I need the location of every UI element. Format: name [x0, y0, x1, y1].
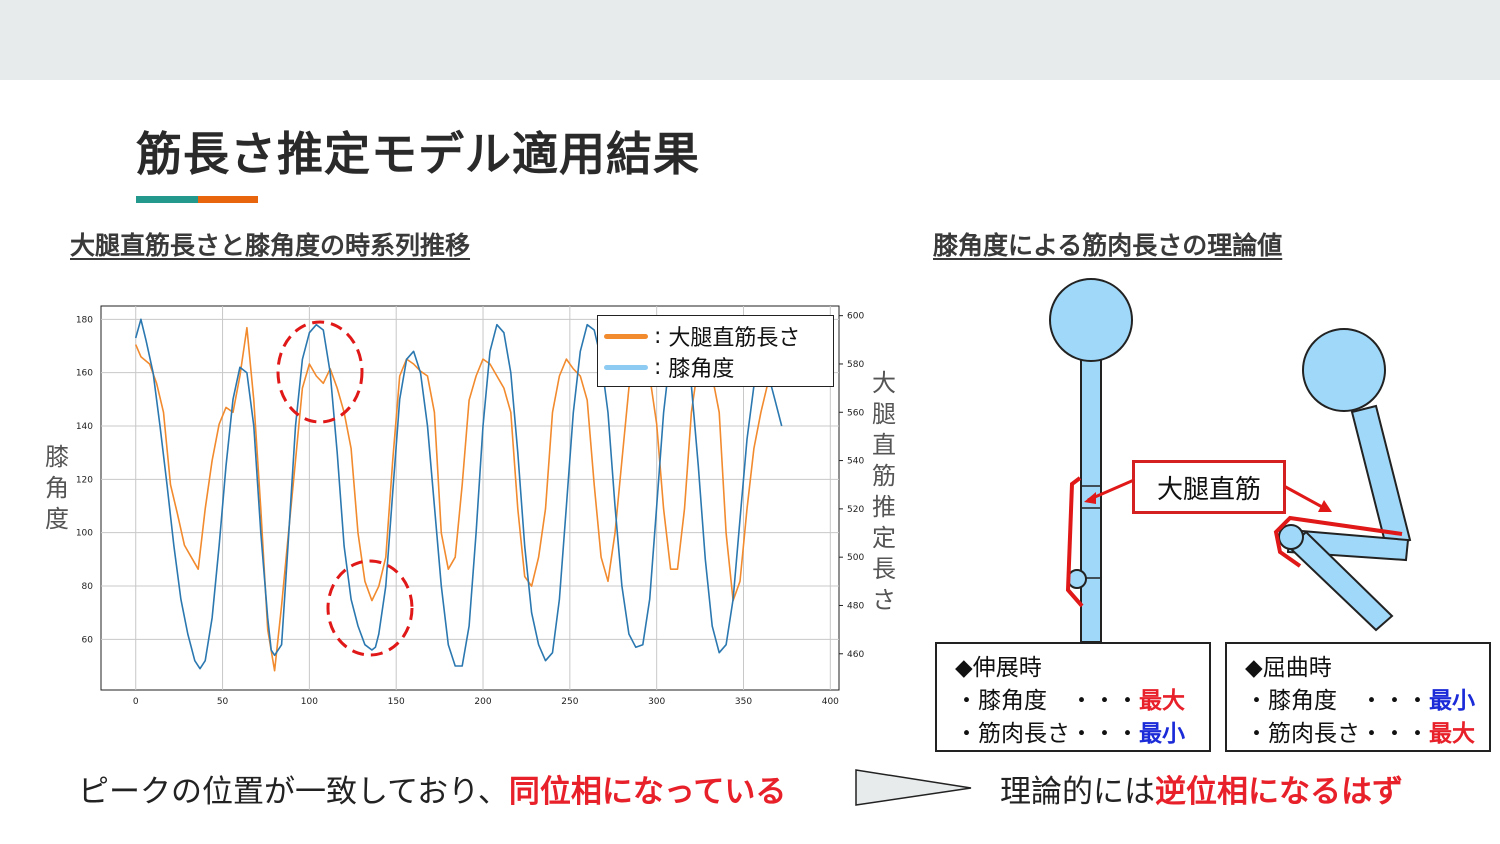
arrow-shape: [855, 769, 972, 806]
flexion-muscle-value: 最大: [1429, 721, 1475, 747]
extension-muscle-label: ・筋肉長さ・・・: [955, 721, 1139, 747]
x-tick-label: 200: [474, 697, 491, 707]
right-axis-label-text: 大腿直筋推定長さ: [872, 369, 896, 614]
y2-tick-label: 480: [847, 601, 864, 611]
right-axis-label: 大腿直筋推定長さ: [869, 368, 899, 616]
standing-muscle-line: [1065, 476, 1084, 608]
legend-label-muscle-length: 大腿直筋長さ: [668, 326, 801, 351]
sitting-torso: [1350, 404, 1412, 548]
flexion-info-box: ◆屈曲時 ・膝角度 ・・・最小 ・筋肉長さ・・・最大: [1225, 642, 1491, 752]
x-tick-label: 350: [735, 697, 752, 707]
extension-knee-value: 最大: [1139, 688, 1185, 714]
extension-row-knee: ・膝角度 ・・・最大: [955, 685, 1209, 718]
standing-head: [1049, 278, 1133, 362]
x-tick-label: 250: [561, 697, 578, 707]
rectus-femoris-label: 大腿直筋: [1132, 460, 1286, 514]
diagram-subtitle: 膝角度による筋肉長さの理論値: [933, 231, 1283, 260]
left-axis-label: 膝角度: [42, 442, 72, 535]
x-tick-label: 300: [648, 697, 665, 707]
sitting-thigh: [1286, 528, 1410, 562]
y2-tick-label: 600: [847, 312, 864, 322]
y-tick-label: 180: [76, 315, 93, 325]
conclusion-arrow: [855, 769, 972, 806]
y-tick-label: 100: [76, 529, 93, 539]
y2-tick-label: 520: [847, 505, 864, 515]
y2-tick-label: 460: [847, 650, 864, 660]
y2-tick-label: 580: [847, 360, 864, 370]
legend-swatch-orange: [604, 333, 648, 339]
legend-item-muscle-length: : 大腿直筋長さ: [604, 321, 800, 351]
x-tick-label: 100: [301, 697, 318, 707]
chart-subtitle: 大腿直筋長さと膝角度の時系列推移: [70, 231, 471, 260]
flexion-row-muscle: ・筋肉長さ・・・最大: [1245, 718, 1489, 751]
standing-kneecap: [1067, 569, 1087, 589]
sitting-head: [1302, 328, 1386, 412]
theory-plain: 理論的には: [1000, 774, 1155, 810]
label-pointer-right: [1281, 483, 1325, 510]
y-tick-label: 160: [76, 369, 93, 379]
legend-item-knee-angle: : 膝角度: [604, 352, 734, 382]
x-tick-label: 400: [822, 697, 839, 707]
y-tick-label: 140: [76, 422, 93, 432]
theory-highlight: 逆位相になるはず: [1155, 774, 1403, 810]
flexion-knee-value: 最小: [1429, 688, 1475, 714]
flexion-heading: ◆屈曲時: [1245, 655, 1332, 681]
extension-info-box: ◆伸展時 ・膝角度 ・・・最大 ・筋肉長さ・・・最小: [935, 642, 1211, 752]
observation-text: ピークの位置が一致しており、同位相になっている: [78, 766, 786, 811]
y2-tick-label: 540: [847, 457, 864, 467]
y-tick-label: 60: [82, 635, 94, 645]
label-pointer-right-head: [1318, 500, 1332, 512]
y2-tick-label: 560: [847, 408, 864, 418]
extension-heading: ◆伸展時: [955, 655, 1042, 681]
series-line-muscle-length: [134, 326, 782, 672]
trough-highlight-circle: [326, 559, 414, 657]
observation-highlight: 同位相になっている: [508, 774, 787, 810]
page-title: 筋長さ推定モデル適用結果: [136, 127, 700, 181]
label-pointer-left-head: [1084, 492, 1096, 504]
y-tick-label: 80: [82, 582, 94, 592]
chart-legend: : 大腿直筋長さ : 膝角度: [597, 315, 834, 387]
y-tick-label: 120: [76, 475, 93, 485]
title-accent-teal: [136, 196, 198, 203]
standing-leg: [1080, 359, 1102, 643]
sitting-kneecap: [1278, 524, 1304, 550]
left-axis-label-text: 膝角度: [45, 443, 69, 533]
legend-swatch-blue: [604, 364, 648, 370]
flexion-knee-label: ・膝角度 ・・・: [1245, 688, 1429, 714]
sitting-shin: [1288, 530, 1394, 632]
x-tick-label: 50: [217, 697, 229, 707]
extension-row-muscle: ・筋肉長さ・・・最小: [955, 718, 1209, 751]
flexion-row-knee: ・膝角度 ・・・最小: [1245, 685, 1489, 718]
theory-text: 理論的には逆位相になるはず: [1000, 766, 1403, 811]
extension-muscle-value: 最小: [1139, 721, 1185, 747]
extension-knee-label: ・膝角度 ・・・: [955, 688, 1139, 714]
legend-colon: :: [654, 323, 669, 349]
x-tick-label: 150: [388, 697, 405, 707]
legend-colon: :: [654, 354, 669, 380]
label-pointer-left: [1087, 478, 1135, 502]
top-banner: [0, 0, 1500, 80]
flexion-muscle-label: ・筋肉長さ・・・: [1245, 721, 1429, 747]
sitting-muscle-line: [1273, 515, 1403, 568]
peak-highlight-circle: [276, 320, 364, 424]
observation-plain: ピークの位置が一致しており、: [78, 774, 509, 810]
title-accent-orange: [198, 196, 258, 203]
x-tick-label: 0: [133, 697, 139, 707]
legend-label-knee-angle: 膝角度: [668, 357, 735, 382]
y2-tick-label: 500: [847, 553, 864, 563]
